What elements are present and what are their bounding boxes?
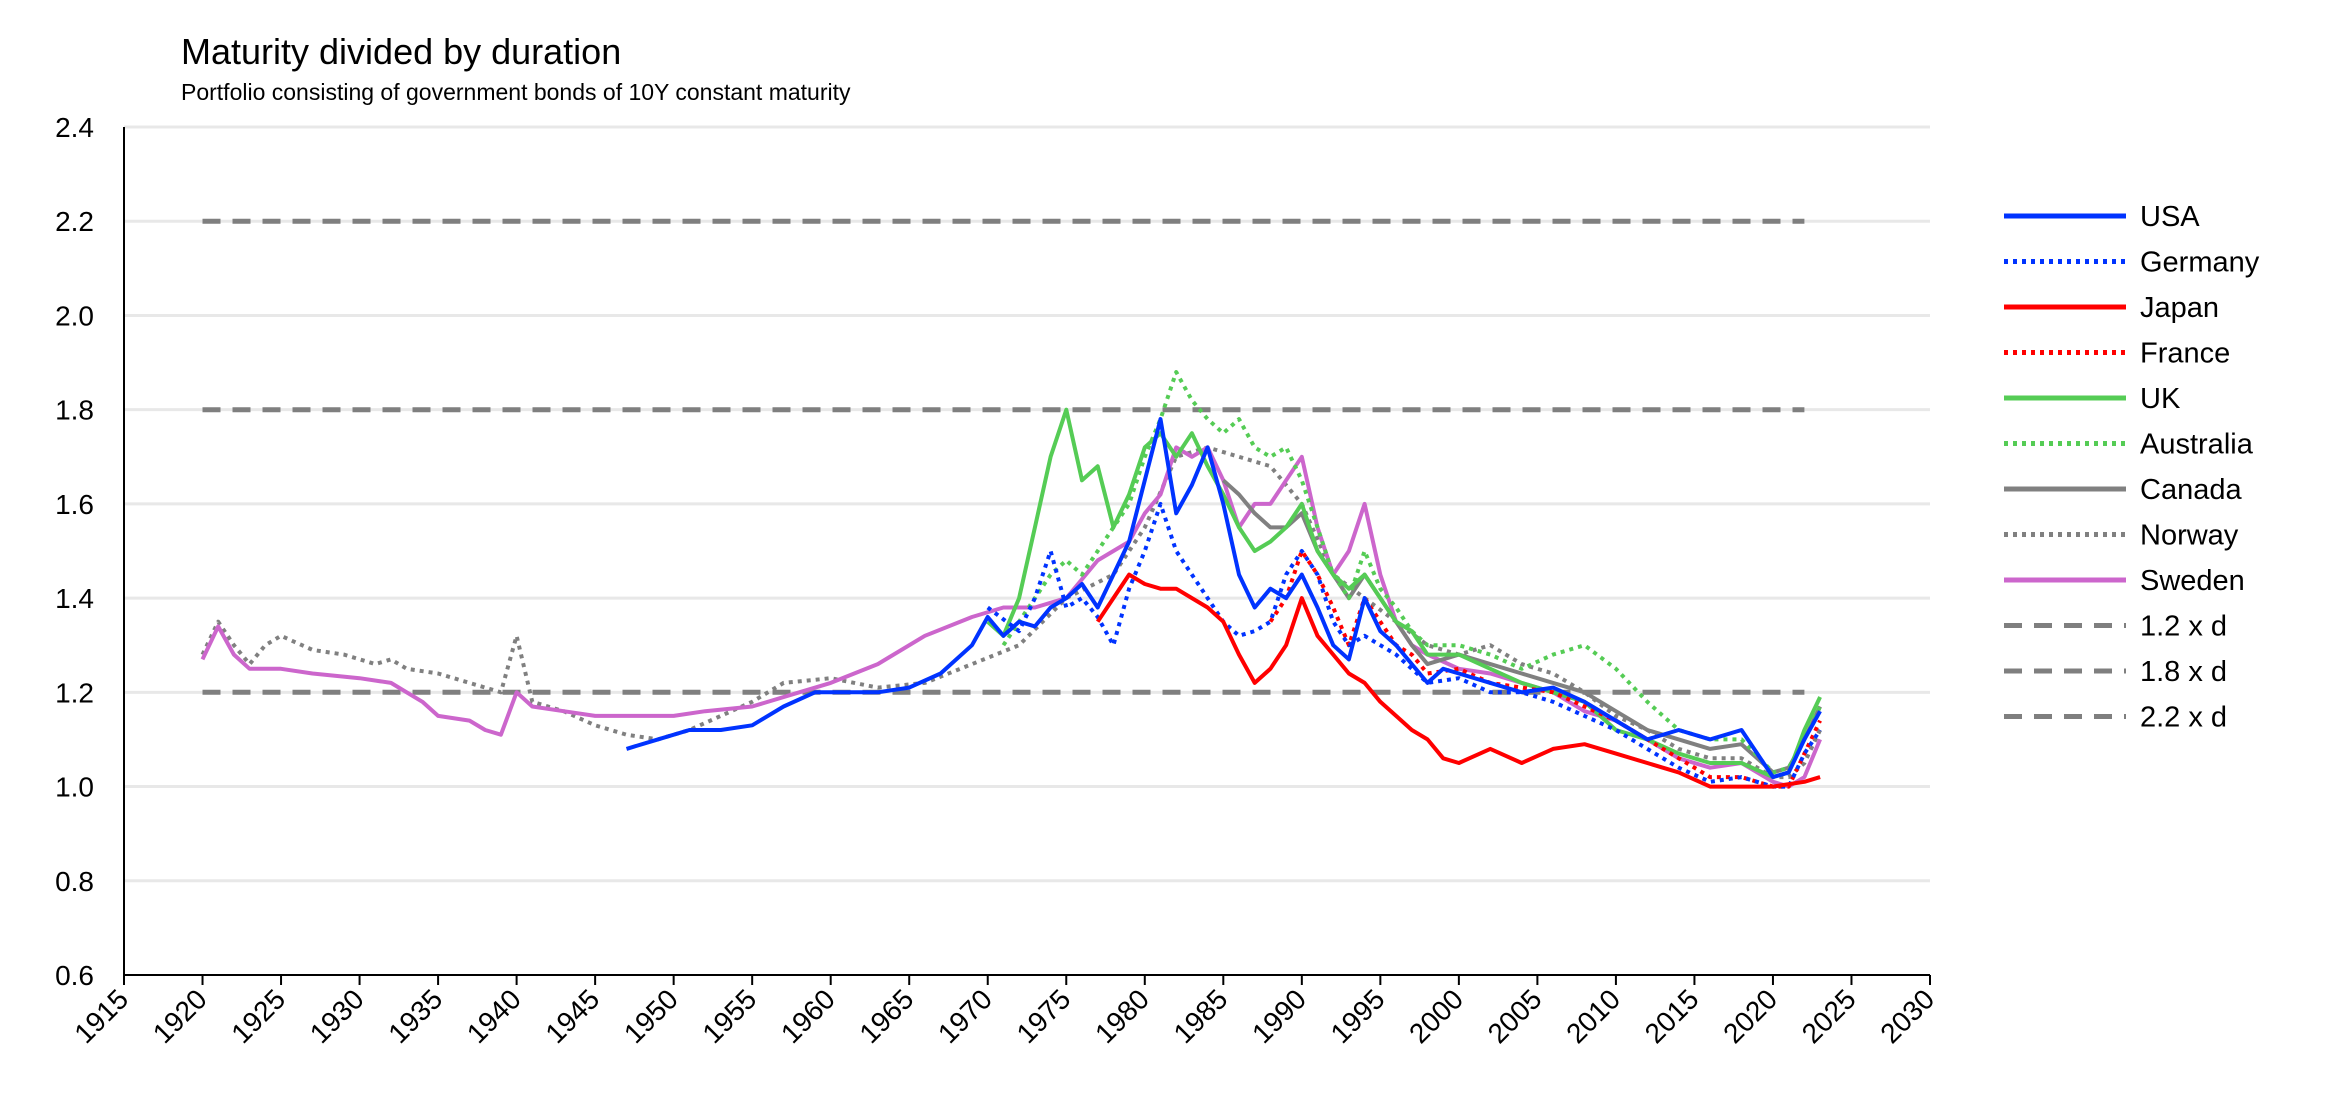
x-tick-label: 1935 xyxy=(382,983,448,1049)
legend-label: USA xyxy=(2140,201,2200,233)
x-tick-label: 1975 xyxy=(1011,983,1077,1049)
y-tick-label: 2.0 xyxy=(55,300,94,331)
y-tick-label: 0.8 xyxy=(55,866,94,897)
x-tick-label: 1950 xyxy=(618,983,684,1049)
x-tick-label: 1960 xyxy=(775,983,841,1049)
x-tick-label: 1995 xyxy=(1325,983,1391,1049)
x-tick-label: 1915 xyxy=(68,983,134,1049)
series-line-australia xyxy=(1001,370,1822,775)
x-tick-label: 2030 xyxy=(1874,983,1940,1049)
y-tick-label: 1.2 xyxy=(55,677,94,708)
chart-title: Maturity divided by duration xyxy=(181,31,621,72)
legend-label: Australia xyxy=(2140,429,2254,461)
legend-label: 1.2 x d xyxy=(2140,611,2227,643)
y-tick-label: 1.8 xyxy=(55,395,94,426)
x-tick-label: 2015 xyxy=(1639,983,1705,1049)
x-tick-label: 2025 xyxy=(1796,983,1862,1049)
legend-label: Canada xyxy=(2140,474,2242,506)
y-tick-label: 0.6 xyxy=(55,960,94,991)
x-tick-label: 2000 xyxy=(1403,983,1469,1049)
series-line-canada xyxy=(1221,478,1822,775)
legend-label: Sweden xyxy=(2140,565,2245,597)
series-line-usa xyxy=(625,417,1822,780)
x-tick-label: 1955 xyxy=(696,983,762,1049)
x-tick-label: 1925 xyxy=(225,983,291,1049)
legend: USA Germany Japan France UK Australia Canada No… xyxy=(2004,201,2260,734)
x-tick-label: 2005 xyxy=(1482,983,1548,1049)
x-tick-label: 1980 xyxy=(1089,983,1155,1049)
y-tick-label: 1.4 xyxy=(55,583,94,614)
y-tick-label: 2.2 xyxy=(55,206,94,237)
x-tick-label: 1965 xyxy=(853,983,919,1049)
x-tick-label: 2010 xyxy=(1560,983,1626,1049)
legend-label: 2.2 x d xyxy=(2140,702,2227,734)
legend-label: France xyxy=(2140,338,2230,370)
chart-subtitle: Portfolio consisting of government bonds… xyxy=(181,79,851,105)
legend-label: UK xyxy=(2140,383,2181,415)
y-tick-label: 2.4 xyxy=(55,112,94,143)
legend-label: 1.8 x d xyxy=(2140,656,2227,688)
x-axis-ticks: 1915 1920 1925 1930 1935 1940 1945 1950 1955 1960… xyxy=(68,975,1940,1049)
x-tick-label: 1920 xyxy=(147,983,213,1049)
x-tick-label: 1930 xyxy=(304,983,370,1049)
legend-label: Germany xyxy=(2140,247,2260,279)
legend-label: Norway xyxy=(2140,520,2239,552)
y-axis-ticks: 0.6 0.8 1.0 1.2 1.4 1.6 1.8 2.0 2.2 2.4 xyxy=(55,112,94,991)
x-tick-label: 1970 xyxy=(932,983,998,1049)
x-tick-label: 1940 xyxy=(461,983,527,1049)
y-tick-label: 1.0 xyxy=(55,772,94,803)
x-tick-label: 1985 xyxy=(1168,983,1234,1049)
legend-label: Japan xyxy=(2140,292,2219,324)
series-line-germany xyxy=(986,501,1822,789)
series-line-japan xyxy=(1096,572,1821,789)
series-lines xyxy=(200,218,1822,789)
x-tick-label: 2020 xyxy=(1717,983,1783,1049)
y-tick-label: 1.6 xyxy=(55,489,94,520)
x-tick-label: 1945 xyxy=(539,983,605,1049)
x-tick-label: 1990 xyxy=(1246,983,1312,1049)
